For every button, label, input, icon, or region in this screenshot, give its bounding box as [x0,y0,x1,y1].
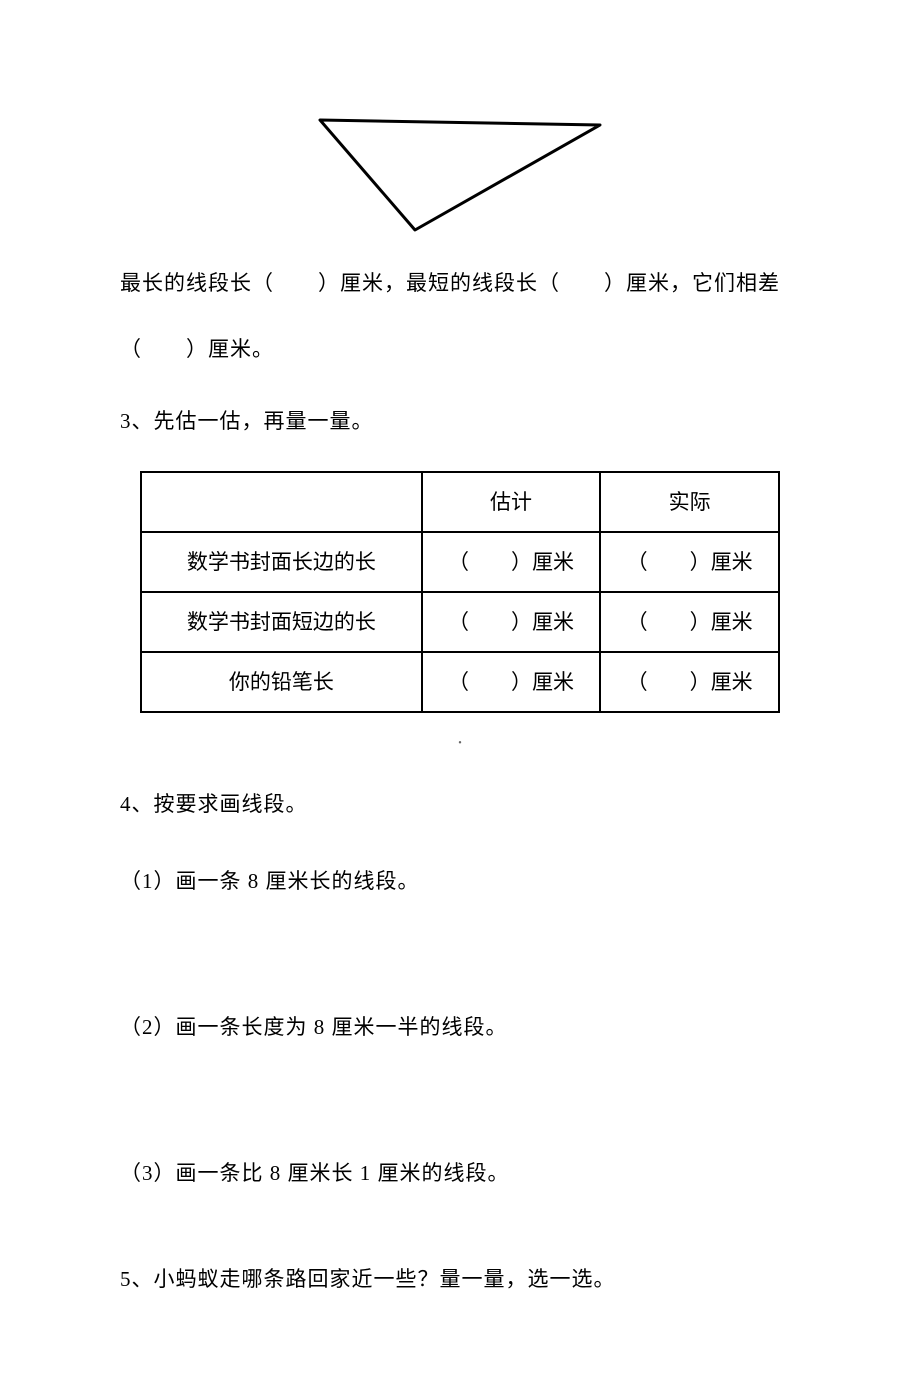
cell-est: （ ）厘米 [422,652,601,712]
q4-item-1: （1）画一条 8 厘米长的线段。 [120,858,800,904]
q2-line-2: （ ）厘米。 [120,326,800,372]
table-header-row: 估计 实际 [141,472,779,532]
triangle-svg [300,100,620,240]
q4-item-2: （2）画一条长度为 8 厘米一半的线段。 [120,1004,800,1050]
q3-table: 估计 实际 数学书封面长边的长 （ ）厘米 （ ）厘米 数学书封面短边的长 （ … [140,471,780,714]
th-est: 估计 [422,472,601,532]
cell-act: （ ）厘米 [600,652,779,712]
q2-line-1: 最长的线段长（ ）厘米，最短的线段长（ ）厘米，它们相差 [120,260,800,306]
th-blank [141,472,422,532]
table-row: 数学书封面长边的长 （ ）厘米 （ ）厘米 [141,532,779,592]
cell-act: （ ）厘米 [600,592,779,652]
q3-table-wrap: 估计 实际 数学书封面长边的长 （ ）厘米 （ ）厘米 数学书封面短边的长 （ … [120,471,800,714]
cell-est: （ ）厘米 [422,592,601,652]
table-row: 数学书封面短边的长 （ ）厘米 （ ）厘米 [141,592,779,652]
cell-act: （ ）厘米 [600,532,779,592]
cell-label: 你的铅笔长 [141,652,422,712]
triangle-figure [120,100,800,240]
cell-label: 数学书封面长边的长 [141,532,422,592]
table-row: 你的铅笔长 （ ）厘米 （ ）厘米 [141,652,779,712]
q4-item-3: （3）画一条比 8 厘米长 1 厘米的线段。 [120,1150,800,1196]
q3-heading: 3、先估一估，再量一量。 [120,398,800,444]
th-act: 实际 [600,472,779,532]
cell-label: 数学书封面短边的长 [141,592,422,652]
q4-heading: 4、按要求画线段。 [120,781,800,827]
q5-heading: 5、小蚂蚁走哪条路回家近一些？量一量，选一选。 [120,1256,800,1302]
cell-est: （ ）厘米 [422,532,601,592]
page-marker: • [120,733,800,755]
